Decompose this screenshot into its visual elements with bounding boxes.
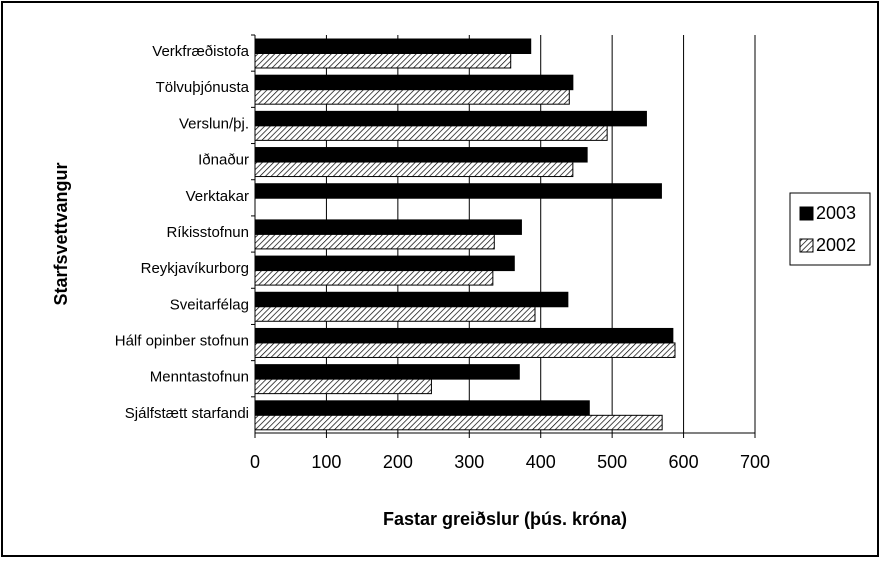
bar bbox=[254, 53, 512, 69]
x-tick-label: 700 bbox=[740, 452, 770, 472]
bar bbox=[254, 378, 432, 395]
x-tick-label: 200 bbox=[383, 452, 413, 472]
y-tick-label: Hálf opinber stofnun bbox=[115, 333, 249, 350]
y-tick-label: Verktakar bbox=[186, 188, 249, 205]
y-tick-label: Iðnaður bbox=[198, 152, 249, 169]
bar bbox=[254, 327, 674, 344]
bar bbox=[254, 125, 608, 141]
y-tick-label: Reykjavíkurborg bbox=[141, 260, 249, 277]
bar bbox=[254, 291, 569, 308]
y-tick-label: Sveitarfélag bbox=[170, 296, 249, 313]
x-axis-label: Fastar greiðslur (þús. króna) bbox=[383, 509, 627, 529]
y-tick-label: Tölvuþjónusta bbox=[156, 79, 250, 96]
x-tick-label: 100 bbox=[311, 452, 341, 472]
x-tick-label: 500 bbox=[597, 452, 627, 472]
y-tick-label: Sjálfstætt starfandi bbox=[125, 405, 249, 422]
x-tick-label: 0 bbox=[250, 452, 260, 472]
bar bbox=[254, 147, 588, 163]
bar bbox=[254, 364, 520, 380]
bar bbox=[254, 219, 522, 235]
bar bbox=[254, 38, 532, 54]
legend-label: 2002 bbox=[816, 235, 856, 255]
y-tick-label: Verslun/þj. bbox=[179, 115, 249, 132]
y-axis-label: Starfsvettvangur bbox=[51, 162, 71, 305]
y-tick-label: Verkfræðistofa bbox=[152, 43, 249, 60]
x-tick-label: 300 bbox=[454, 452, 484, 472]
legend-box bbox=[789, 192, 871, 266]
bar bbox=[254, 342, 676, 358]
bar bbox=[254, 414, 663, 431]
bar bbox=[254, 89, 570, 105]
legend-label: 2003 bbox=[816, 203, 856, 223]
bar bbox=[254, 270, 494, 286]
bar bbox=[254, 306, 536, 322]
bar bbox=[254, 161, 574, 178]
bar bbox=[254, 110, 647, 127]
legend-swatch bbox=[799, 238, 814, 253]
bar bbox=[254, 400, 590, 416]
bar bbox=[254, 183, 662, 199]
x-tick-label: 400 bbox=[526, 452, 556, 472]
bar bbox=[254, 255, 515, 272]
y-tick-label: Ríkisstofnun bbox=[166, 224, 249, 241]
x-tick-label: 600 bbox=[669, 452, 699, 472]
bar bbox=[254, 74, 574, 91]
legend-swatch bbox=[799, 206, 814, 221]
bar bbox=[254, 233, 495, 250]
y-tick-label: Menntastofnun bbox=[150, 369, 249, 386]
